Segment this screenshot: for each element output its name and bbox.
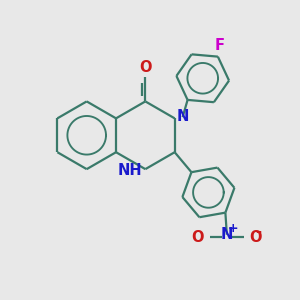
Text: O: O <box>249 230 262 244</box>
Text: F: F <box>214 38 224 53</box>
Text: +: + <box>228 222 238 235</box>
Text: N: N <box>177 110 189 124</box>
Text: O: O <box>139 60 152 75</box>
Text: N: N <box>221 226 233 242</box>
Text: O: O <box>191 230 204 244</box>
Text: NH: NH <box>117 163 142 178</box>
Text: -: - <box>256 224 262 239</box>
